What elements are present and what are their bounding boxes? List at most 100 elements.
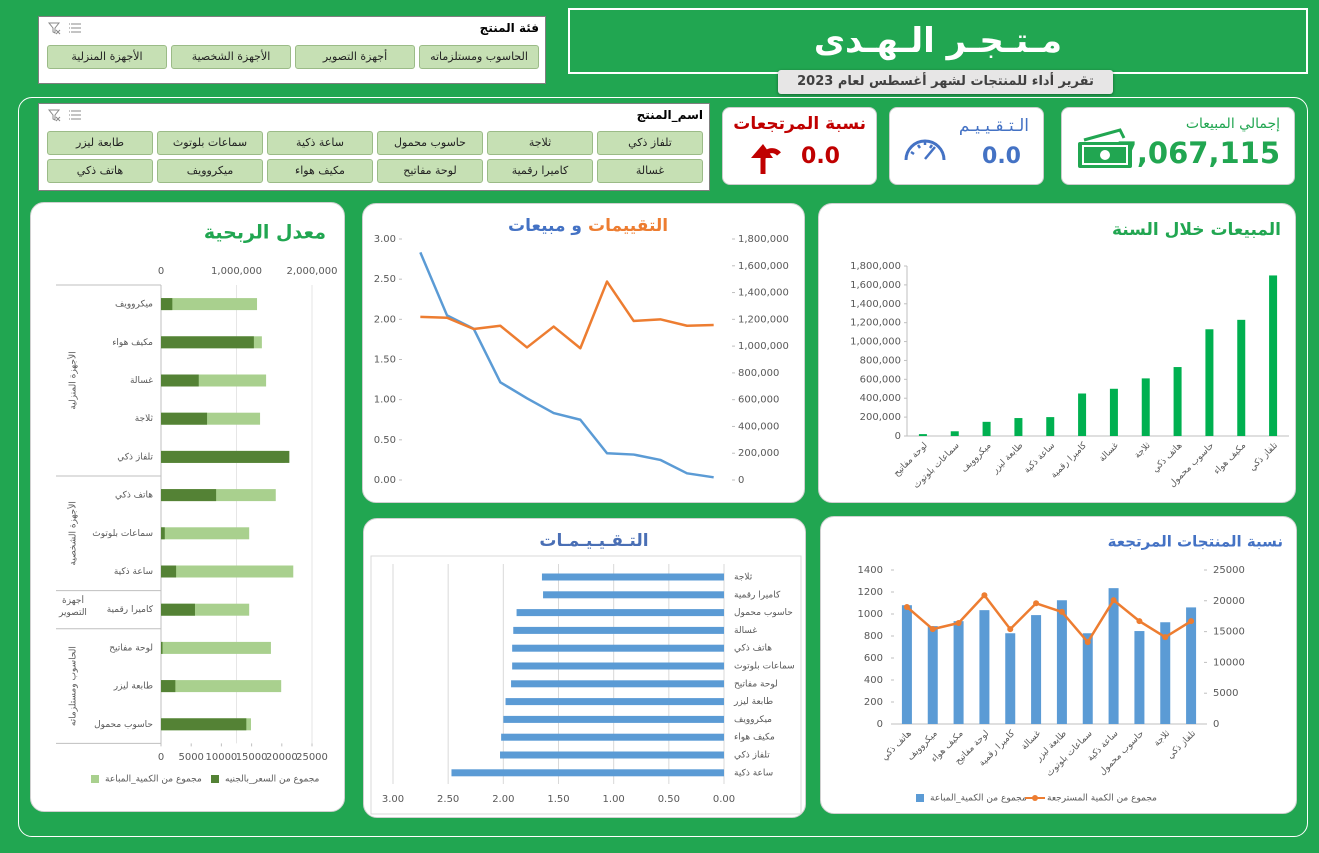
y-tick-label: 0 [895,431,901,442]
chart: المبيعات خلال السنة 0 200,000 400,000 600,00… [850,220,1289,491]
y-tick-label: 25000 [1213,565,1245,576]
bar [161,641,271,654]
line-marker [981,592,988,599]
y-tick-label: 1,600,000 [738,261,789,272]
bar [161,641,163,654]
y-tick-label: طابعة ليزر [113,682,153,692]
slicer-button[interactable]: ميكروويف [157,159,263,183]
y-tick-label: 0 [738,475,744,486]
chart-panel: نسبة المنتجات المرتجعة 0 200 400 600 800 1000 1… [820,516,1297,814]
bar [1031,615,1042,724]
y-tick-label: 5000 [1213,688,1238,699]
slicer-button[interactable]: ثلاجة [487,131,593,155]
bar [1269,275,1278,436]
line-marker [1084,639,1091,646]
slicer-button[interactable]: حاسوب محمول [377,131,483,155]
series-line [906,594,1192,644]
x-tick-label: 1.50 [547,794,569,805]
chart-title: التقييمات [588,216,668,236]
bar [501,733,724,741]
plot-frame [370,555,802,815]
line-marker [903,603,910,610]
line-marker [929,626,936,633]
bar [161,412,208,425]
y-tick-label: كاميرا رقمية [734,590,781,600]
legend-swatch [91,775,99,783]
y-tick-label: حاسوب محمول [94,720,153,730]
bar [161,680,176,693]
y-tick-label: 1.50 [374,355,396,366]
bar [1014,418,1023,436]
slicer-button[interactable]: لوحة مفاتيح [377,159,483,183]
y-tick-label: هاتف ذكي [115,491,153,501]
y-tick-label: سماعات بلوتوث [734,662,795,672]
y-tick-label: تلفاز ذكي [117,452,153,462]
bar [1205,329,1214,436]
slicer: فئة المنتج الحاسوب ومستلزماته أجهزة التصو… [38,16,546,84]
bar [1237,319,1246,436]
y-tick-label: 800 [864,631,883,642]
bar [982,421,991,436]
line-marker [1136,618,1143,625]
y-tick-label: 200,000 [738,448,779,459]
group-label-box: أجهزة التصوير [59,595,87,618]
x-tick-label: 1.00 [603,794,625,805]
slicer-icons[interactable] [47,21,87,35]
legend-label: مجموع من الكمية المسترجعة [1047,794,1157,804]
bar [927,626,938,724]
slicer-button[interactable]: الأجهزة المنزلية [47,45,167,69]
chart-panel: المبيعات خلال السنة 0 200,000 400,000 600,00… [818,203,1296,503]
x2-tick-label: 2,000,000 [287,266,338,277]
x-tick-label: 0.00 [713,794,735,805]
y-tick-label: 1,400,000 [850,299,901,310]
slicer-button[interactable]: هاتف ذكي [47,159,153,183]
slicer-title: اسم_المنتج [636,108,703,122]
x-tick-label: 0.50 [658,794,680,805]
bar [505,698,724,706]
chart-panel: معدل الربحية 0 1,000,000 2,000,000 0 5000 1000… [30,202,345,812]
kpi-card: نسبة المرتجعات 0.0 [722,107,877,185]
bar [901,605,912,724]
y-tick-label: مكيف هواء [734,733,775,743]
slicer-button[interactable]: سماعات بلوتوث [157,131,263,155]
slicer-button[interactable]: أجهزة التصوير [295,45,415,69]
line-marker [1110,597,1117,604]
y-tick-label: 20000 [1213,596,1245,607]
y-tick-label: 0.50 [374,435,396,446]
y-tick-label: 800,000 [738,368,779,379]
return-icon [751,144,781,174]
slicer-button[interactable]: مكيف هواء [267,159,373,183]
bar [516,609,724,617]
bar [1160,622,1171,724]
slicer-button[interactable]: الحاسوب ومستلزماته [419,45,539,69]
slicer: اسم_المنتج تلفاز ذكي ثلاجة حاسوب محمول ساعة… [38,103,710,191]
bar [511,680,724,688]
group-label: الأجهزة الشخصية [67,501,79,565]
slicer-button[interactable]: ساعة ذكية [267,131,373,155]
x-tick-label: غسالة [1020,729,1044,753]
slicer-button[interactable]: طابعة ليزر [47,131,153,155]
legend-swatch [1032,795,1038,801]
series-line [419,251,714,479]
bar [1134,631,1145,724]
bar [918,434,927,436]
slicer-icons[interactable] [47,108,87,122]
slicer-button[interactable]: الأجهزة الشخصية [171,45,291,69]
group-label: أجهزة التصوير [59,595,87,618]
money-icon [1078,128,1132,168]
chart-title: التـقـيـيـمـات [539,531,648,551]
slicer-button[interactable]: كاميرا رقمية [487,159,593,183]
kpi-value: 0.0 [801,144,840,169]
bar [161,374,199,387]
y-tick-label: 1200 [858,587,883,598]
slicer-button[interactable]: تلفاز ذكي [597,131,703,155]
x-tick-label: 20000 [266,752,298,763]
bar [161,565,294,578]
line-marker [1007,626,1014,633]
y-tick-label: 1400 [858,565,883,576]
header-title: مـتـجـر الـهـدى [568,8,1308,74]
legend-swatch [211,775,219,783]
slicer-button[interactable]: غسالة [597,159,703,183]
y-tick-label: لوحة مفاتيح [109,643,153,653]
